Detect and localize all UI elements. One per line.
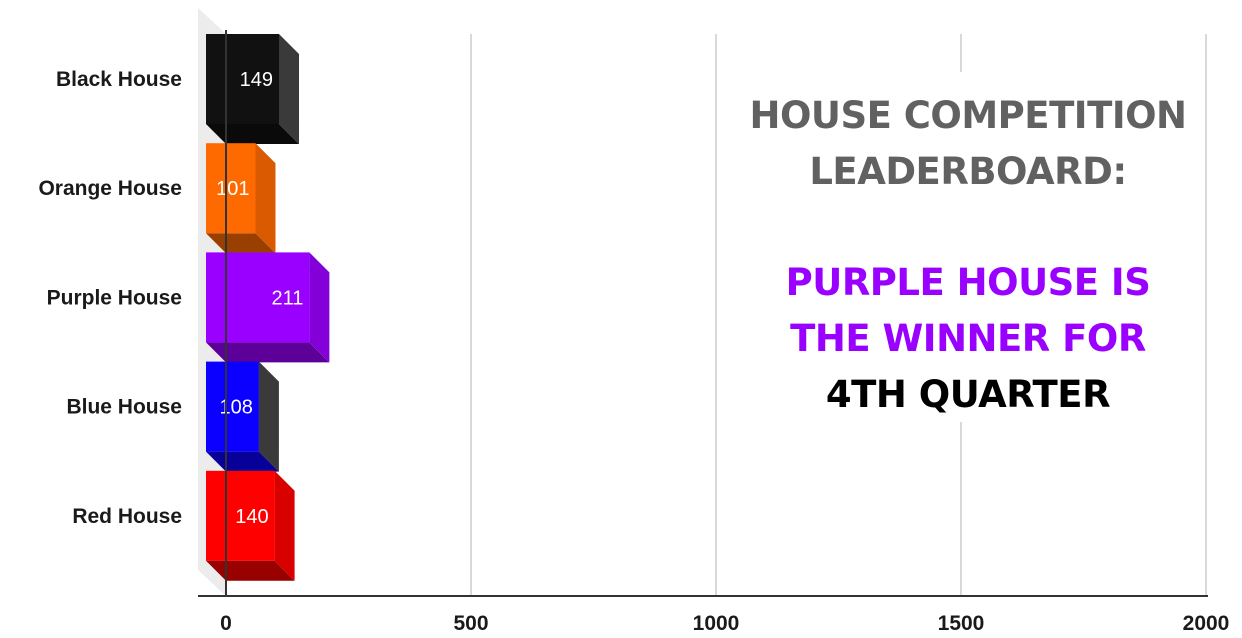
category-label: Black House [56, 68, 182, 91]
category-labels: Black House Orange House Purple House Blue … [38, 68, 182, 528]
annotation-line-3: PURPLE HOUSE IS [786, 261, 1151, 304]
x-tick-label-500: 500 [453, 612, 488, 635]
bar-value-label: 140 [235, 506, 268, 528]
bar-value-label: 149 [240, 69, 273, 91]
bar-front-face [206, 143, 256, 234]
annotation-line-2: LEADERBOARD: [809, 150, 1126, 193]
bar-front-face [206, 34, 280, 124]
bar-value-label: 108 [220, 397, 253, 419]
bar-blue-house: 108 [206, 361, 279, 472]
bar-bottom-face [206, 124, 300, 144]
bar-side-face [274, 470, 295, 581]
bar-front-face [206, 470, 275, 561]
x-tick-label-0: 0 [220, 612, 232, 635]
bar-bottom-face [206, 342, 330, 363]
annotation-line-5: 4TH QUARTER [826, 373, 1110, 416]
annotation-background [740, 72, 1200, 422]
x-tick-label-1000: 1000 [693, 612, 740, 635]
bar-red-house: 140 [206, 470, 295, 581]
bar-side-face [279, 34, 300, 144]
bar-side-face [309, 252, 330, 363]
bar-purple-house: 211 [206, 252, 330, 363]
bar-black-house: 149 [206, 34, 300, 144]
bar-side-face [255, 143, 276, 254]
bar-bottom-face [206, 233, 276, 254]
category-label: Purple House [47, 286, 182, 309]
bar-value-label: 211 [271, 287, 303, 309]
annotation-line-1: HOUSE COMPETITION [749, 94, 1186, 137]
category-label: Blue House [66, 396, 182, 419]
x-tick-label-2000: 2000 [1183, 612, 1230, 635]
bars: 149 101 211 108 140 [206, 34, 330, 581]
x-tick-label-1500: 1500 [938, 612, 985, 635]
bar-front-face [206, 252, 310, 343]
bar-value-label: 101 [216, 178, 249, 200]
bar-bottom-face [206, 451, 279, 472]
bar-side-face [258, 361, 279, 472]
category-label: Orange House [38, 177, 182, 200]
leaderboard-annotation: HOUSE COMPETITION LEADERBOARD: PURPLE HOUS… [740, 72, 1200, 422]
bar-bottom-face [206, 560, 295, 581]
annotation-line-4: THE WINNER FOR [790, 317, 1146, 360]
bar-front-face [206, 361, 259, 452]
category-label: Red House [72, 505, 182, 528]
bar-orange-house: 101 [206, 143, 276, 254]
x-axis-tick-labels: 0 500 1000 1500 2000 [220, 612, 1229, 635]
